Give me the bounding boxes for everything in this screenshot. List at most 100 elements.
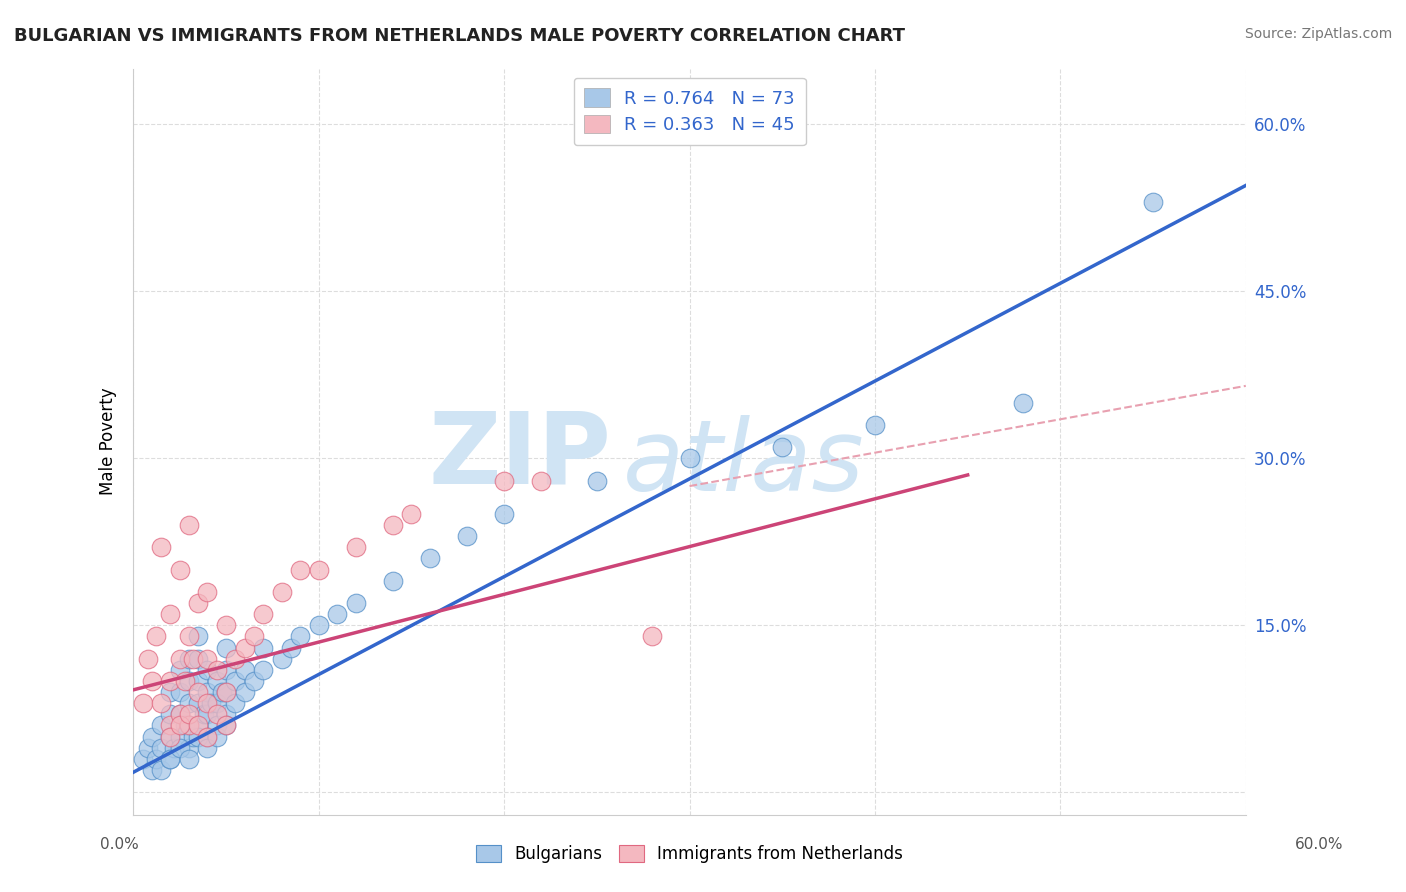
Point — [181, 730, 204, 744]
Point — [174, 718, 197, 732]
Point — [215, 663, 238, 677]
Point — [163, 740, 186, 755]
Point — [145, 629, 167, 643]
Point — [177, 673, 200, 688]
Text: Source: ZipAtlas.com: Source: ZipAtlas.com — [1244, 27, 1392, 41]
Point — [159, 730, 181, 744]
Point — [187, 673, 209, 688]
Text: ZIP: ZIP — [429, 408, 612, 505]
Point — [863, 417, 886, 432]
Point — [215, 718, 238, 732]
Point — [270, 585, 292, 599]
Point — [131, 752, 153, 766]
Point — [159, 730, 181, 744]
Point — [131, 696, 153, 710]
Legend: R = 0.764   N = 73, R = 0.363   N = 45: R = 0.764 N = 73, R = 0.363 N = 45 — [574, 78, 806, 145]
Point — [169, 718, 191, 732]
Point — [169, 685, 191, 699]
Point — [215, 640, 238, 655]
Point — [197, 730, 219, 744]
Text: atlas: atlas — [623, 416, 865, 512]
Point — [159, 685, 181, 699]
Point — [159, 707, 181, 722]
Point — [177, 707, 200, 722]
Point — [159, 718, 181, 732]
Point — [150, 740, 173, 755]
Point — [169, 651, 191, 665]
Point — [197, 685, 219, 699]
Point — [215, 718, 238, 732]
Point — [145, 752, 167, 766]
Point — [169, 707, 191, 722]
Point — [1142, 195, 1164, 210]
Point — [177, 718, 200, 732]
Point — [197, 696, 219, 710]
Point — [215, 685, 238, 699]
Point — [197, 663, 219, 677]
Point — [187, 718, 209, 732]
Text: 0.0%: 0.0% — [100, 838, 139, 852]
Point — [419, 551, 441, 566]
Point — [197, 740, 219, 755]
Point — [252, 663, 274, 677]
Point — [177, 629, 200, 643]
Point — [200, 696, 222, 710]
Point — [181, 651, 204, 665]
Point — [381, 518, 404, 533]
Point — [136, 740, 159, 755]
Point — [381, 574, 404, 588]
Point — [197, 585, 219, 599]
Point — [141, 730, 163, 744]
Point — [326, 607, 349, 621]
Point — [586, 474, 609, 488]
Point — [344, 541, 367, 555]
Point — [252, 640, 274, 655]
Point — [187, 629, 209, 643]
Point — [456, 529, 478, 543]
Y-axis label: Male Poverty: Male Poverty — [100, 388, 117, 495]
Point — [159, 607, 181, 621]
Point — [169, 707, 191, 722]
Point — [197, 707, 219, 722]
Point — [177, 752, 200, 766]
Point — [177, 740, 200, 755]
Point — [270, 651, 292, 665]
Point — [197, 730, 219, 744]
Text: 60.0%: 60.0% — [1295, 838, 1343, 852]
Point — [150, 541, 173, 555]
Point — [494, 474, 516, 488]
Point — [211, 685, 233, 699]
Point — [344, 596, 367, 610]
Point — [187, 696, 209, 710]
Point — [187, 685, 209, 699]
Point — [150, 696, 173, 710]
Point — [197, 651, 219, 665]
Point — [252, 607, 274, 621]
Point — [205, 730, 228, 744]
Point — [243, 629, 266, 643]
Point — [159, 673, 181, 688]
Point — [169, 730, 191, 744]
Point — [233, 663, 256, 677]
Point — [308, 563, 330, 577]
Point — [530, 474, 553, 488]
Point — [215, 618, 238, 632]
Point — [159, 752, 181, 766]
Text: BULGARIAN VS IMMIGRANTS FROM NETHERLANDS MALE POVERTY CORRELATION CHART: BULGARIAN VS IMMIGRANTS FROM NETHERLANDS… — [14, 27, 905, 45]
Point — [401, 507, 423, 521]
Point — [224, 696, 246, 710]
Point — [141, 763, 163, 777]
Point — [169, 663, 191, 677]
Point — [205, 673, 228, 688]
Point — [494, 507, 516, 521]
Point — [205, 718, 228, 732]
Point — [678, 451, 700, 466]
Point — [770, 440, 793, 454]
Point — [177, 651, 200, 665]
Point — [174, 673, 197, 688]
Point — [215, 707, 238, 722]
Point — [290, 563, 312, 577]
Point — [224, 673, 246, 688]
Point — [280, 640, 302, 655]
Point — [205, 696, 228, 710]
